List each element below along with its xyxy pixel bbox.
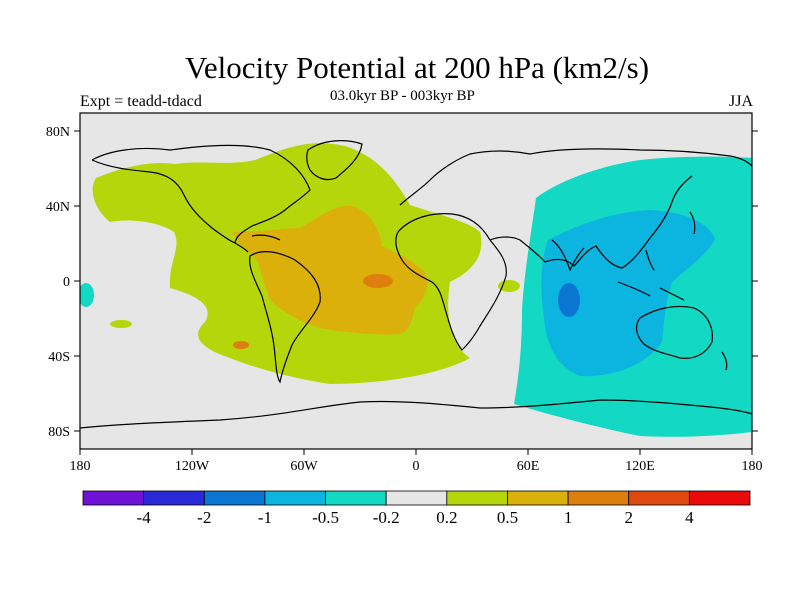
season-label: JJA (728, 93, 753, 110)
colorbar-box (264, 490, 326, 506)
map-panel (80, 113, 752, 449)
lat-label-80S: 80S (48, 425, 70, 440)
lat-label-40S: 40S (48, 350, 70, 365)
map-title: Velocity Potential at 200 hPa (km2/s) (184, 50, 650, 85)
lon-label-180E: 180 (742, 459, 763, 474)
colorbar-box (385, 490, 448, 506)
colorbar-box (143, 490, 205, 506)
lon-label-120W: 120W (175, 459, 210, 474)
colorbar-label: -4 (137, 508, 152, 527)
colorbar-box (688, 490, 751, 506)
colorbar-label: 0.5 (497, 508, 518, 527)
colorbar-box (446, 490, 508, 506)
lat-label-40N: 40N (46, 200, 70, 215)
colorbar: -4 -2 -1 -0.5 -0.2 0.2 0.5 1 2 4 (82, 490, 751, 527)
colorbar-box (325, 490, 387, 506)
negative-peak (558, 283, 580, 317)
period-subtitle: 03.0kyr BP - 003kyr BP (330, 88, 475, 104)
positive-peak (233, 341, 249, 349)
experiment-label: Expt = teadd-tdacd (80, 93, 202, 110)
negative-region-0.5 (541, 210, 715, 377)
colorbar-box (567, 490, 630, 506)
lat-label-80N: 80N (46, 125, 70, 140)
lon-label-0: 0 (413, 459, 420, 474)
colorbar-box (203, 490, 266, 506)
lat-label-eq: 0 (63, 275, 70, 290)
coastlines (80, 140, 752, 429)
colorbar-box (507, 490, 569, 506)
positive-patch (110, 320, 132, 328)
colorbar-label: -0.2 (373, 508, 400, 527)
lon-label-60E: 60E (517, 459, 540, 474)
lat-ticks (74, 130, 758, 432)
lon-ticks (79, 449, 753, 455)
colorbar-label: 0.2 (436, 508, 457, 527)
lon-label-60W: 60W (290, 459, 318, 474)
negative-patch (80, 283, 94, 307)
colorbar-label: -0.5 (312, 508, 339, 527)
colorbar-label: -2 (197, 508, 211, 527)
lon-label-180W: 180 (70, 459, 91, 474)
colorbar-label: 1 (564, 508, 573, 527)
positive-region-0.5 (232, 205, 428, 335)
colorbar-label: -1 (258, 508, 272, 527)
lon-label-120E: 120E (625, 459, 655, 474)
colorbar-label: 2 (624, 508, 633, 527)
colorbar-box (628, 490, 690, 506)
colorbar-box (82, 490, 145, 506)
colorbar-label: 4 (685, 508, 694, 527)
positive-peak (363, 274, 393, 288)
